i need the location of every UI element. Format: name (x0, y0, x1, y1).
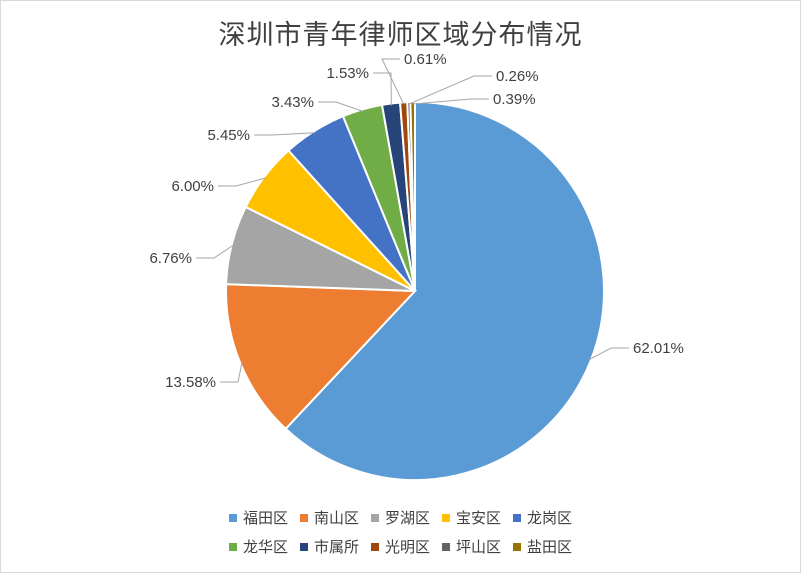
leader-line-8 (381, 58, 405, 105)
legend-item-2: 南山区 (299, 507, 359, 528)
pie-slice-2 (225, 283, 418, 431)
legend-row-2: 龙华区 市属所 光明区 坪山区 盐田区 (1, 536, 800, 557)
legend-swatch (228, 542, 237, 551)
legend-swatch (442, 513, 450, 522)
legend-item-8: 光明区 (370, 536, 430, 557)
legend-label: 宝安区 (456, 509, 502, 527)
leader-line-10 (412, 98, 489, 105)
leader-line-6 (318, 101, 363, 112)
pie-chart: 62.01% 13.58% 6.76% 6.00% 5.45% 3.43% 1.53% 0.6… (149, 51, 684, 481)
legend-item-3: 罗湖区 (370, 507, 430, 528)
slice-label-8: 0.61% (404, 51, 447, 68)
legend-item-4: 宝安区 (442, 507, 501, 528)
legend-label: 坪山区 (456, 538, 502, 556)
leader-lines (196, 58, 629, 383)
legend-row-1: 福田区 南山区 罗湖区 宝安区 龙岗区 (1, 507, 800, 528)
legend-swatch (370, 542, 379, 551)
legend-swatch (299, 542, 308, 551)
legend-label: 罗湖区 (384, 509, 430, 527)
legend-label: 光明区 (384, 538, 430, 556)
legend-item-9: 坪山区 (442, 536, 501, 557)
leader-line-4 (218, 177, 267, 187)
slice-label-5: 5.45% (207, 127, 250, 144)
slice-label-3: 6.76% (149, 250, 192, 267)
legend-swatch (228, 513, 237, 522)
legend-item-7: 市属所 (299, 536, 359, 557)
slice-label-10: 0.39% (493, 91, 536, 108)
legend-swatch (513, 513, 522, 522)
leader-line-7 (373, 72, 392, 106)
legend-swatch (513, 542, 522, 551)
slice-label-1: 62.01% (633, 340, 684, 357)
slice-label-7: 1.53% (326, 65, 369, 82)
legend-swatch (442, 542, 450, 551)
legend-item-5: 龙岗区 (513, 507, 572, 528)
legend-swatch (299, 513, 308, 522)
slice-label-9: 0.26% (496, 68, 539, 85)
slice-label-4: 6.00% (171, 178, 214, 195)
pie-slice-1 (284, 100, 605, 481)
chart-title: 深圳市青年律师区域分布情况 (218, 20, 583, 51)
legend-label: 龙岗区 (527, 509, 573, 527)
slice-labels: 62.01% 13.58% 6.76% 6.00% 5.45% 3.43% 1.53% 0.6… (149, 51, 683, 391)
legend-swatch (370, 513, 379, 522)
pie-slices (225, 100, 605, 481)
leader-line-3 (196, 244, 234, 259)
leader-line-5 (254, 132, 316, 136)
leader-line-1 (588, 347, 629, 361)
legend-item-10: 盐田区 (513, 536, 572, 557)
legend-label: 福田区 (242, 509, 288, 527)
leader-line-9 (408, 75, 492, 105)
legend-label: 盐田区 (527, 538, 573, 556)
legend-item-1: 福田区 (228, 507, 288, 528)
legend-item-6: 龙华区 (228, 536, 288, 557)
slice-label-2: 13.58% (165, 374, 216, 391)
legend-label: 市属所 (313, 538, 359, 556)
legend-label: 龙华区 (242, 538, 288, 556)
slice-label-6: 3.43% (271, 94, 314, 111)
leader-line-2 (220, 362, 243, 383)
legend-label: 南山区 (313, 509, 359, 527)
